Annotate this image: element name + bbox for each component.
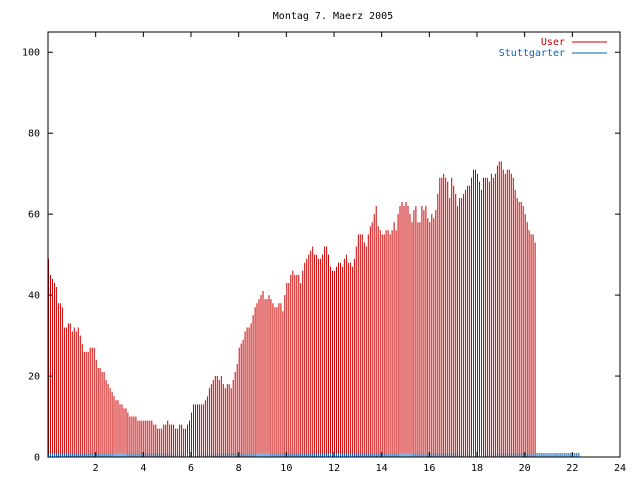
x-tick-label-3: 8: [236, 463, 242, 474]
y-tick-label-4: 80: [28, 129, 40, 140]
y-tick-label-2: 40: [28, 291, 40, 302]
x-tick-label-9: 20: [519, 463, 531, 474]
y-tick-label-1: 20: [28, 372, 40, 383]
x-tick-label-4: 10: [280, 463, 292, 474]
x-tick-label-10: 22: [566, 463, 578, 474]
chart-title: Montag 7. Maerz 2005: [273, 11, 393, 22]
x-tick-label-1: 4: [140, 463, 146, 474]
x-tick-label-6: 14: [376, 463, 388, 474]
y-tick-label-0: 0: [34, 453, 40, 464]
legend-label-user: User: [541, 37, 565, 48]
x-tick-label-8: 18: [471, 463, 483, 474]
x-tick-label-7: 16: [423, 463, 435, 474]
x-tick-label-0: 2: [93, 463, 99, 474]
x-tick-label-11: 24: [614, 463, 626, 474]
y-tick-label-5: 100: [22, 48, 40, 59]
x-tick-label-5: 12: [328, 463, 340, 474]
bar-layer: [48, 161, 580, 457]
y-tick-label-3: 60: [28, 210, 40, 221]
legend-label-stuttgarter: Stuttgarter: [499, 48, 565, 59]
x-tick-label-2: 6: [188, 463, 194, 474]
